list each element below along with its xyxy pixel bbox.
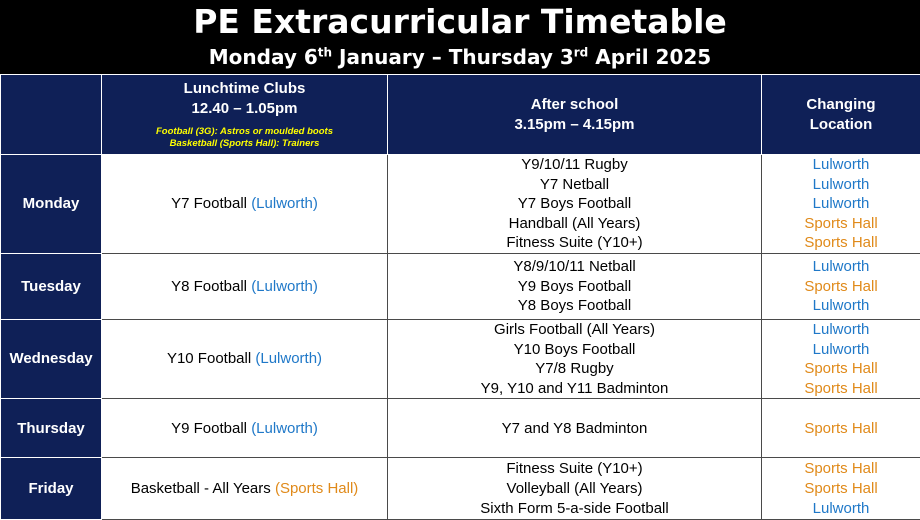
date-start-text: Monday 6	[209, 45, 318, 69]
lunch-cell: Basketball - All Years (Sports Hall)	[102, 458, 388, 520]
lunch-note-football: Football (3G): Astros or moulded boots	[102, 126, 387, 138]
changing-header: Changing Location	[762, 75, 920, 155]
location-cell: Sports Hall	[762, 399, 920, 458]
activity-item: Y7 Boys Football	[388, 194, 761, 214]
activity-item: Y7 and Y8 Badminton	[388, 419, 761, 439]
lunch-cell: Y10 Football (Lulworth)	[102, 319, 388, 398]
lunch-cell: Y7 Football (Lulworth)	[102, 155, 388, 254]
table-row-tuesday: Tuesday Y8 Football (Lulworth) Y8/9/10/1…	[1, 253, 920, 319]
lunch-location: (Lulworth)	[251, 420, 318, 437]
location-item: Lulworth	[762, 257, 920, 277]
after-school-cell: Y9/10/11 Rugby Y7 Netball Y7 Boys Footba…	[388, 155, 762, 254]
date-range: Monday 6th January – Thursday 3rd April …	[0, 44, 920, 70]
lunch-activity: Y8 Football	[171, 278, 247, 295]
header-row: Lunchtime Clubs 12.40 – 1.05pm Football …	[1, 75, 920, 155]
activity-item: Handball (All Years)	[388, 214, 761, 234]
date-mid-text: January – Thursday 3	[332, 45, 574, 69]
location-item: Lulworth	[762, 320, 920, 340]
location-item: Lulworth	[762, 340, 920, 360]
lunch-title: Lunchtime Clubs	[102, 79, 387, 99]
lunch-activity: Y10 Football	[167, 350, 251, 367]
changing-title: Changing	[762, 95, 920, 115]
location-item: Lulworth	[762, 499, 920, 519]
activity-item: Y8/9/10/11 Netball	[388, 257, 761, 277]
date-end-text: April 2025	[588, 45, 711, 69]
after-school-cell: Girls Football (All Years) Y10 Boys Foot…	[388, 319, 762, 398]
day-cell: Wednesday	[1, 319, 102, 398]
location-item: Lulworth	[762, 155, 920, 175]
day-cell: Friday	[1, 458, 102, 520]
lunch-location: (Lulworth)	[251, 278, 318, 295]
location-item: Sports Hall	[762, 459, 920, 479]
ordinal-suffix: th	[318, 45, 332, 59]
spacer	[102, 118, 387, 126]
after-school-cell: Fitness Suite (Y10+) Volleyball (All Yea…	[388, 458, 762, 520]
lunch-note-basketball: Basketball (Sports Hall): Trainers	[102, 138, 387, 150]
lunch-activity: Y9 Football	[171, 420, 247, 437]
changing-title-line2: Location	[762, 115, 920, 135]
table-row-wednesday: Wednesday Y10 Football (Lulworth) Girls …	[1, 319, 920, 398]
after-school-cell: Y7 and Y8 Badminton	[388, 399, 762, 458]
page-header: PE Extracurricular Timetable Monday 6th …	[0, 0, 920, 74]
location-cell: Lulworth Sports Hall Lulworth	[762, 253, 920, 319]
timetable: Lunchtime Clubs 12.40 – 1.05pm Football …	[0, 74, 920, 520]
activity-item: Fitness Suite (Y10+)	[388, 233, 761, 253]
location-item: Sports Hall	[762, 214, 920, 234]
lunch-activity: Basketball - All Years	[131, 480, 271, 497]
after-title: After school	[388, 95, 761, 115]
page-title: PE Extracurricular Timetable	[0, 2, 920, 42]
lunch-cell: Y8 Football (Lulworth)	[102, 253, 388, 319]
lunch-location: (Lulworth)	[255, 350, 322, 367]
activity-item: Volleyball (All Years)	[388, 479, 761, 499]
day-cell: Monday	[1, 155, 102, 254]
after-school-cell: Y8/9/10/11 Netball Y9 Boys Football Y8 B…	[388, 253, 762, 319]
activity-item: Y8 Boys Football	[388, 296, 761, 316]
activity-item: Y7/8 Rugby	[388, 359, 761, 379]
location-item: Sports Hall	[762, 233, 920, 253]
after-time: 3.15pm – 4.15pm	[388, 115, 761, 135]
table-row-friday: Friday Basketball - All Years (Sports Ha…	[1, 458, 920, 520]
lunch-location: (Sports Hall)	[275, 480, 358, 497]
activity-item: Y10 Boys Football	[388, 340, 761, 360]
location-item: Lulworth	[762, 194, 920, 214]
table-row-thursday: Thursday Y9 Football (Lulworth) Y7 and Y…	[1, 399, 920, 458]
lunch-location: (Lulworth)	[251, 195, 318, 212]
activity-item: Y7 Netball	[388, 175, 761, 195]
ordinal-suffix: rd	[574, 45, 589, 59]
location-item: Sports Hall	[762, 419, 920, 439]
location-item: Lulworth	[762, 175, 920, 195]
day-cell: Thursday	[1, 399, 102, 458]
location-cell: Lulworth Lulworth Lulworth Sports Hall S…	[762, 155, 920, 254]
lunch-activity: Y7 Football	[171, 195, 247, 212]
activity-item: Fitness Suite (Y10+)	[388, 459, 761, 479]
lunch-time: 12.40 – 1.05pm	[102, 99, 387, 119]
activity-item: Y9/10/11 Rugby	[388, 155, 761, 175]
location-cell: Lulworth Lulworth Sports Hall Sports Hal…	[762, 319, 920, 398]
location-item: Sports Hall	[762, 479, 920, 499]
location-item: Lulworth	[762, 296, 920, 316]
activity-item: Girls Football (All Years)	[388, 320, 761, 340]
day-cell: Tuesday	[1, 253, 102, 319]
location-cell: Sports Hall Sports Hall Lulworth	[762, 458, 920, 520]
location-item: Sports Hall	[762, 379, 920, 399]
activity-item: Y9 Boys Football	[388, 277, 761, 297]
table-row-monday: Monday Y7 Football (Lulworth) Y9/10/11 R…	[1, 155, 920, 254]
activity-item: Sixth Form 5-a-side Football	[388, 499, 761, 519]
location-item: Sports Hall	[762, 277, 920, 297]
activity-item: Y9, Y10 and Y11 Badminton	[388, 379, 761, 399]
lunch-cell: Y9 Football (Lulworth)	[102, 399, 388, 458]
corner-cell	[1, 75, 102, 155]
location-item: Sports Hall	[762, 359, 920, 379]
lunch-header: Lunchtime Clubs 12.40 – 1.05pm Football …	[102, 75, 388, 155]
after-school-header: After school 3.15pm – 4.15pm	[388, 75, 762, 155]
